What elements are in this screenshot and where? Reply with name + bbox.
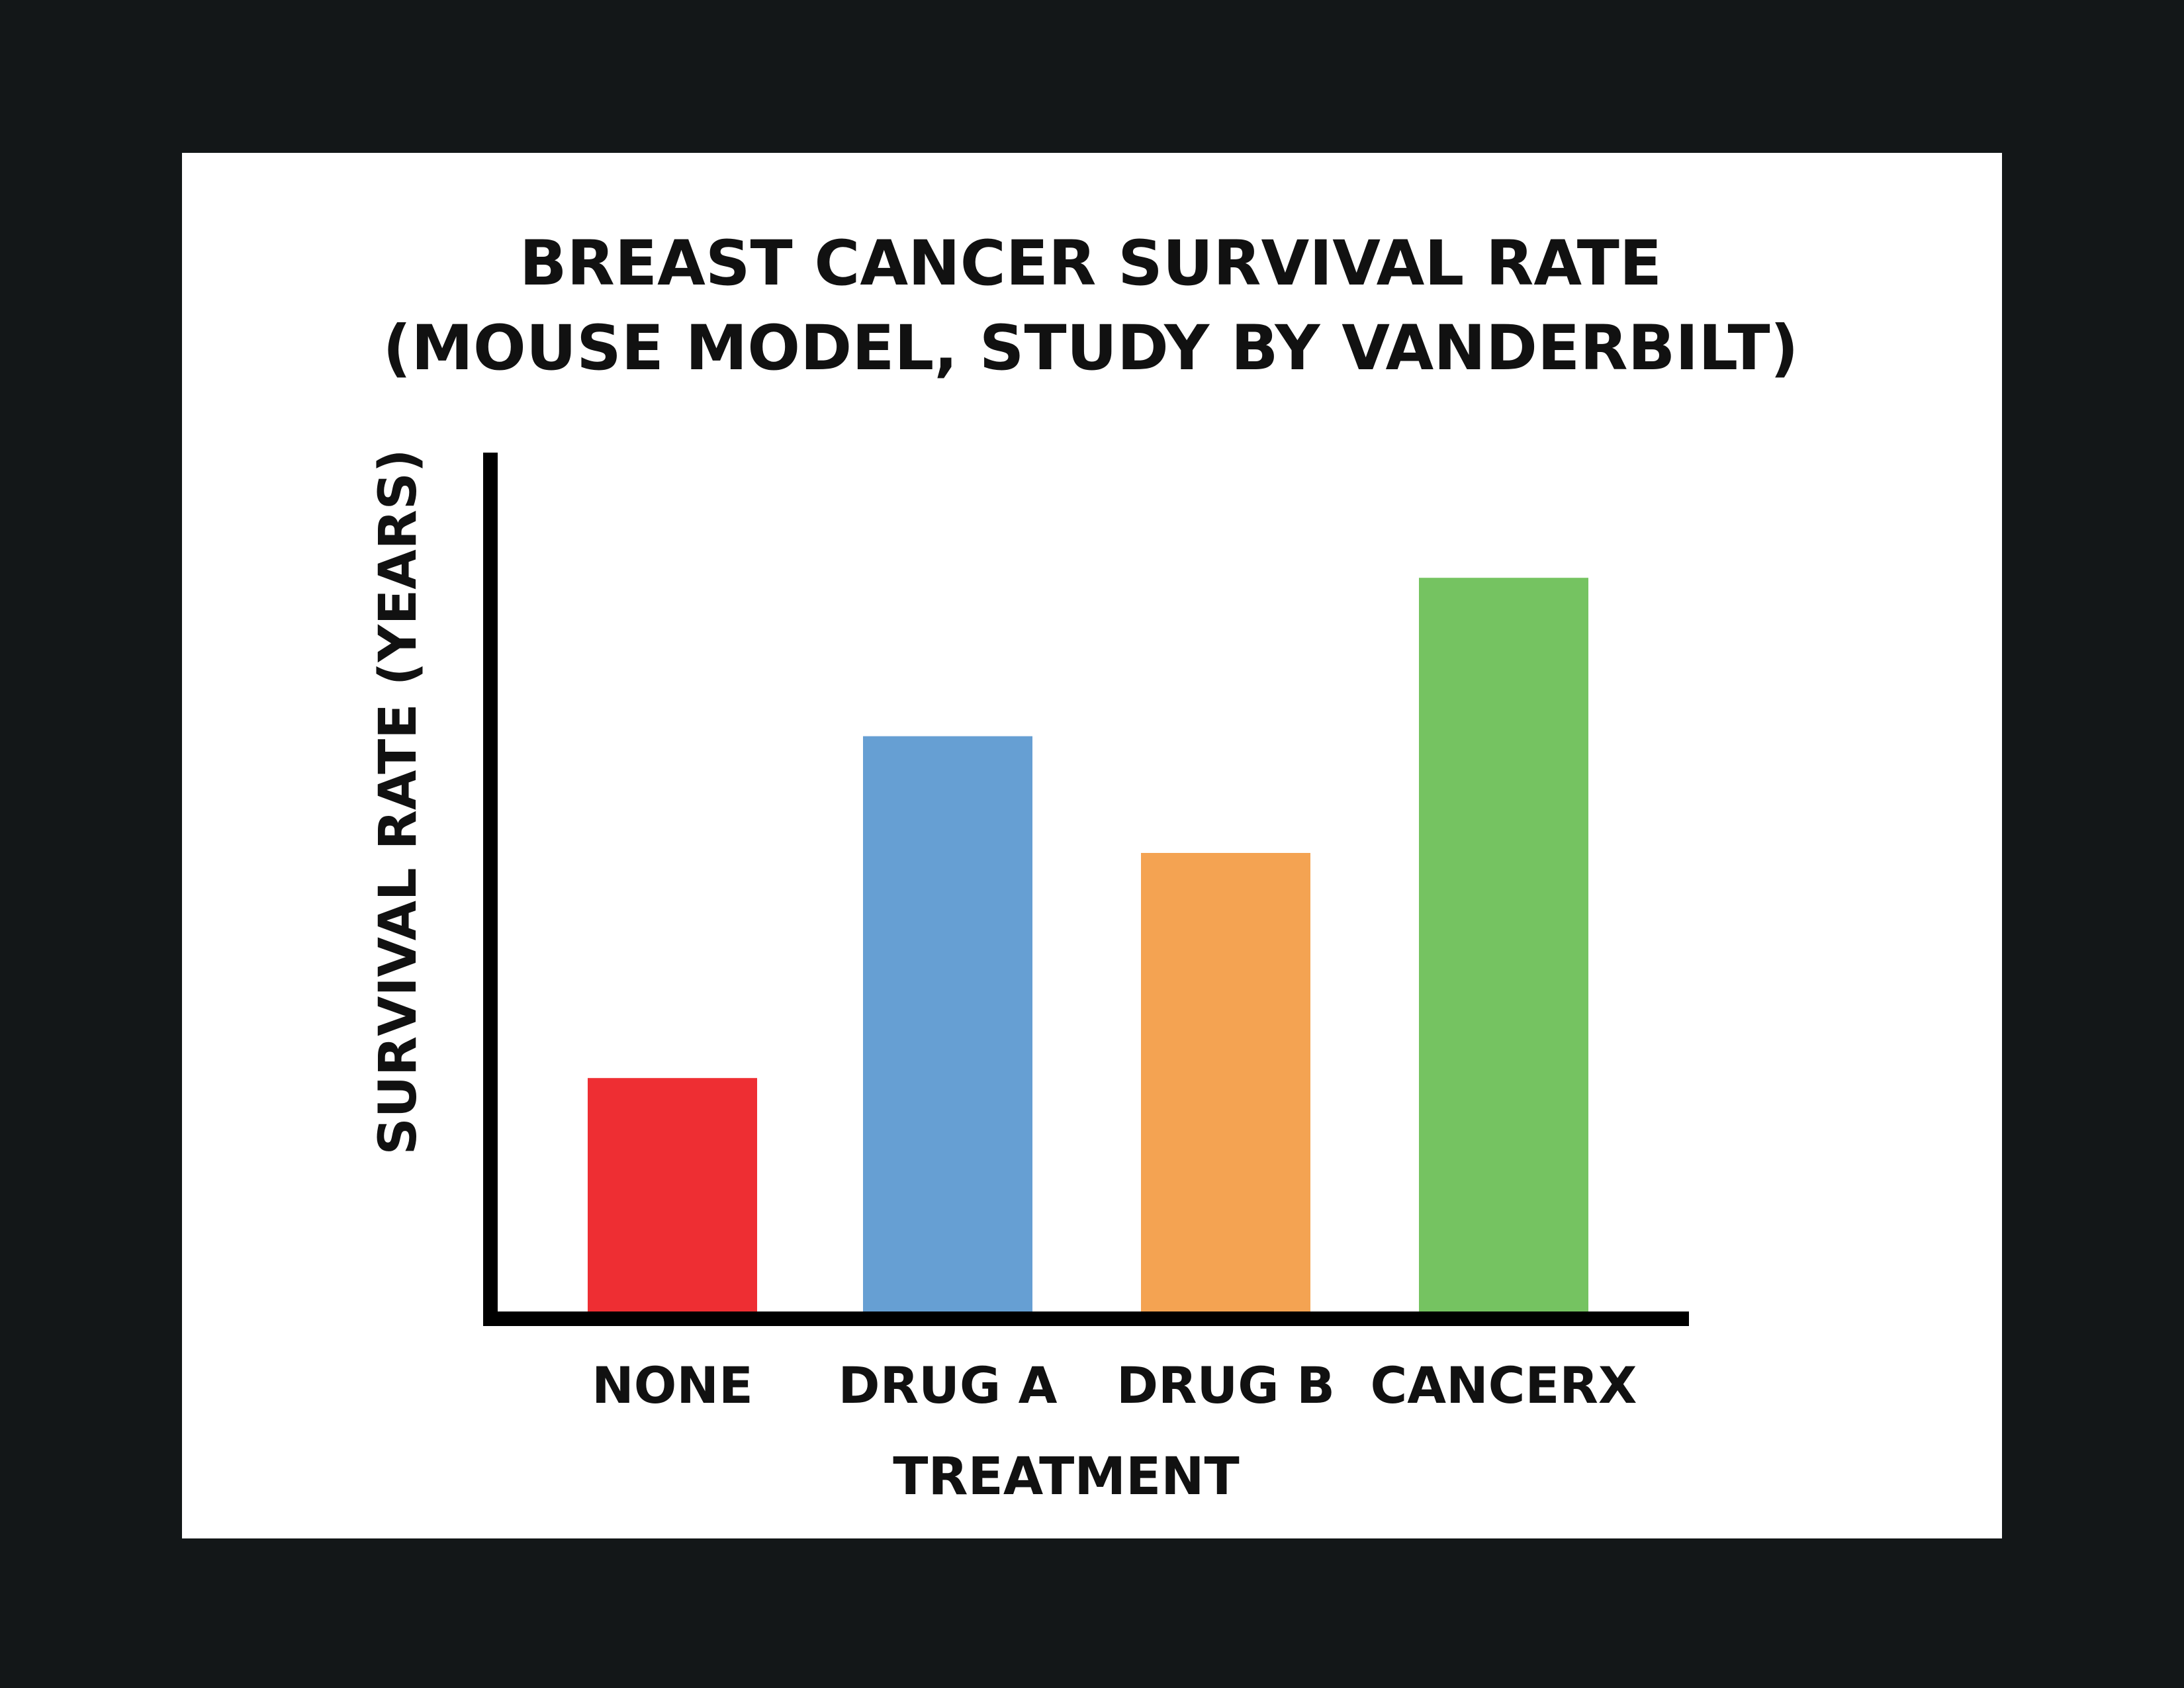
x-tick-label-drug-a: DRUG A <box>839 1356 1058 1415</box>
x-tick-label-cancerx: CANCERX <box>1370 1356 1637 1415</box>
chart-title: BREAST CANCER SURVIVAL RATE <box>520 228 1662 300</box>
x-tick-label-none: NONE <box>592 1356 753 1415</box>
bar-drug-b <box>1141 853 1310 1311</box>
chart-subtitle: (MOUSE MODEL, STUDY BY VANDERBILT) <box>383 312 1798 384</box>
bar-none <box>588 1078 757 1311</box>
y-axis-label: SURVIVAL RATE (YEARS) <box>369 449 428 1155</box>
x-tick-labels: NONE DRUG A DRUG B CANCERX <box>592 1356 1637 1415</box>
bar-cancerx <box>1419 578 1588 1312</box>
x-axis-label: TREATMENT <box>893 1447 1239 1507</box>
bar-drug-a <box>863 736 1032 1311</box>
x-tick-label-drug-b: DRUG B <box>1116 1356 1335 1415</box>
bars-group <box>588 578 1588 1312</box>
